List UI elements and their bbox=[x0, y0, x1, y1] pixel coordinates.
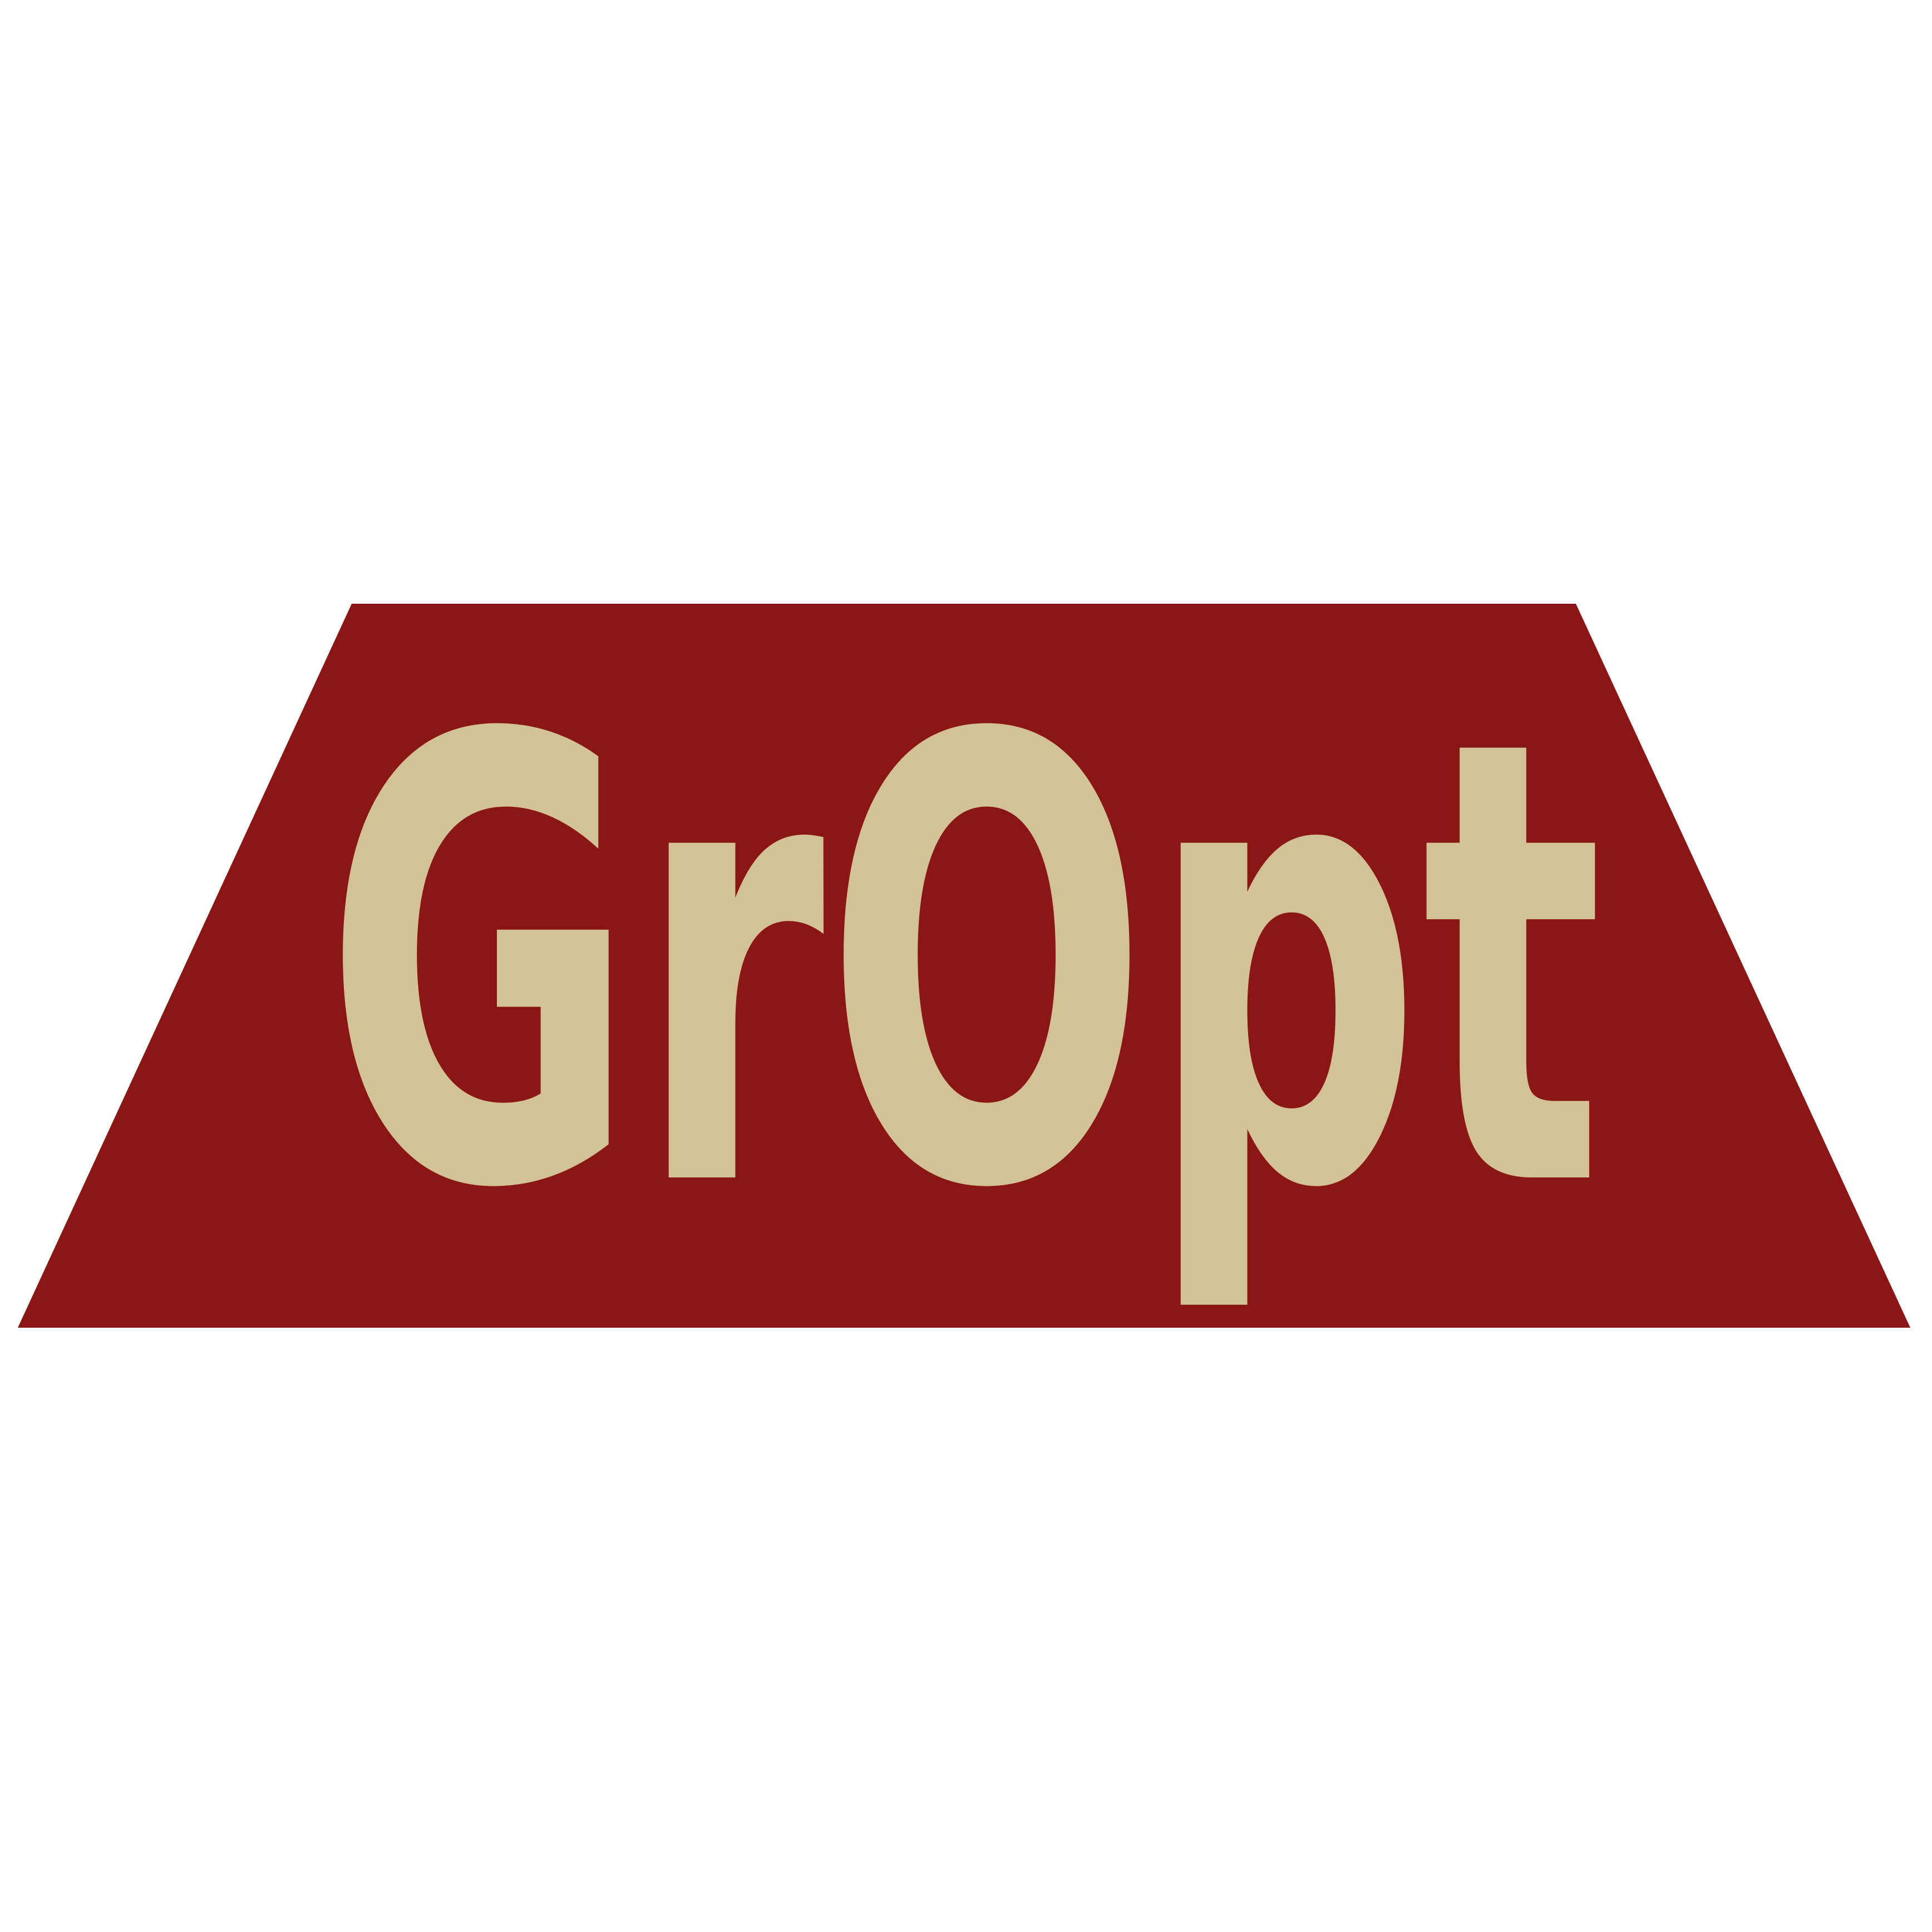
logo-trapezoid-shape bbox=[18, 604, 1910, 1328]
logo-wordmark: GrOpt bbox=[324, 610, 1604, 1322]
